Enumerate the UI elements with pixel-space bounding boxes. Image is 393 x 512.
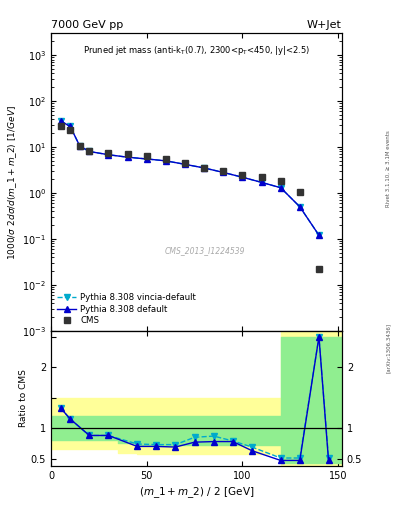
CMS [183, 160, 187, 166]
CMS [125, 151, 130, 157]
Pythia 8.308 vincia-default [259, 179, 264, 185]
Pythia 8.308 vincia-default [202, 165, 206, 171]
Pythia 8.308 vincia-default [183, 161, 187, 167]
Pythia 8.308 vincia-default [68, 123, 73, 130]
Pythia 8.308 default [259, 179, 264, 185]
Line: Pythia 8.308 vincia-default: Pythia 8.308 vincia-default [57, 118, 322, 239]
CMS [87, 148, 92, 155]
Line: Pythia 8.308 default: Pythia 8.308 default [57, 118, 322, 239]
Pythia 8.308 vincia-default [221, 169, 226, 176]
CMS [77, 143, 82, 149]
Text: 7000 GeV pp: 7000 GeV pp [51, 19, 123, 30]
Legend: Pythia 8.308 vincia-default, Pythia 8.308 default, CMS: Pythia 8.308 vincia-default, Pythia 8.30… [55, 292, 198, 327]
Pythia 8.308 vincia-default [87, 148, 92, 155]
Pythia 8.308 default [68, 123, 73, 130]
Text: [arXiv:1306.3436]: [arXiv:1306.3436] [386, 323, 391, 373]
Text: CMS_2013_I1224539: CMS_2013_I1224539 [165, 246, 246, 255]
CMS [163, 156, 168, 162]
CMS [202, 165, 206, 171]
Pythia 8.308 vincia-default [125, 154, 130, 160]
Pythia 8.308 default [278, 185, 283, 191]
Pythia 8.308 vincia-default [77, 143, 82, 149]
CMS [106, 150, 111, 156]
Line: CMS: CMS [57, 123, 322, 272]
CMS [317, 266, 321, 272]
CMS [58, 123, 63, 130]
Pythia 8.308 default [77, 143, 82, 149]
Pythia 8.308 vincia-default [163, 158, 168, 164]
Pythia 8.308 vincia-default [106, 152, 111, 158]
Pythia 8.308 default [58, 118, 63, 124]
Y-axis label: Ratio to CMS: Ratio to CMS [19, 369, 28, 427]
Pythia 8.308 default [144, 156, 149, 162]
Pythia 8.308 default [183, 161, 187, 167]
Pythia 8.308 vincia-default [58, 118, 63, 124]
Pythia 8.308 vincia-default [317, 232, 321, 238]
Pythia 8.308 vincia-default [240, 174, 245, 180]
Pythia 8.308 vincia-default [298, 204, 302, 210]
Pythia 8.308 vincia-default [144, 156, 149, 162]
Pythia 8.308 default [240, 174, 245, 180]
Text: Pruned jet mass (anti-k$_\mathrm{T}$(0.7), 2300<p$_\mathrm{T}$<450, |y|<2.5): Pruned jet mass (anti-k$_\mathrm{T}$(0.7… [83, 44, 310, 57]
Pythia 8.308 default [221, 169, 226, 176]
Text: Rivet 3.1.10, ≥ 3.1M events: Rivet 3.1.10, ≥ 3.1M events [386, 131, 391, 207]
Pythia 8.308 default [298, 204, 302, 210]
Text: W+Jet: W+Jet [307, 19, 342, 30]
Pythia 8.308 vincia-default [278, 185, 283, 191]
CMS [298, 189, 302, 195]
CMS [259, 174, 264, 180]
Y-axis label: $1000/\sigma\ 2d\sigma/d(m\_1 + m\_2)\ [1/GeV]$: $1000/\sigma\ 2d\sigma/d(m\_1 + m\_2)\ [… [7, 104, 20, 260]
CMS [278, 178, 283, 184]
CMS [144, 153, 149, 159]
Pythia 8.308 default [163, 158, 168, 164]
Pythia 8.308 default [125, 154, 130, 160]
CMS [240, 172, 245, 178]
Pythia 8.308 default [317, 232, 321, 238]
Pythia 8.308 default [87, 148, 92, 155]
CMS [68, 126, 73, 133]
X-axis label: $(m\_1 + m\_2)\ /\ 2\ [\mathrm{GeV}]$: $(m\_1 + m\_2)\ /\ 2\ [\mathrm{GeV}]$ [139, 485, 254, 500]
Pythia 8.308 default [106, 152, 111, 158]
CMS [221, 168, 226, 174]
Pythia 8.308 default [202, 165, 206, 171]
